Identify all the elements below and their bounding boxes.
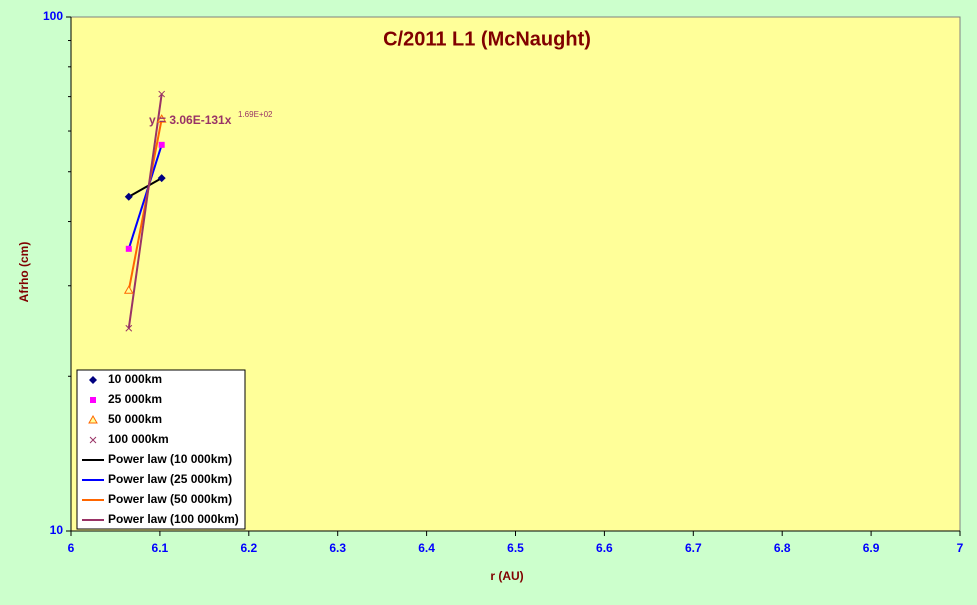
- legend-label: 100 000km: [108, 432, 169, 446]
- trend-line: [127, 144, 163, 250]
- marker: [90, 397, 96, 403]
- legend-label: 10 000km: [108, 372, 162, 386]
- equation: y = 3.06E-131x: [149, 113, 232, 127]
- x-tick-label: 6.5: [507, 541, 524, 555]
- marker: [156, 114, 167, 123]
- marker: [124, 192, 133, 201]
- marker: [89, 376, 97, 384]
- y-tick-label: 10: [50, 523, 64, 537]
- marker: [157, 174, 166, 183]
- marker: [123, 285, 134, 294]
- legend-label: Power law (50 000km): [108, 492, 232, 506]
- equation-exponent: 1.69E+02: [238, 110, 273, 119]
- marker: [158, 90, 166, 98]
- legend-label: 50 000km: [108, 412, 162, 426]
- marker: [158, 141, 165, 148]
- x-tick-label: 6.4: [418, 541, 435, 555]
- legend-label: Power law (100 000km): [108, 512, 239, 526]
- legend-label: Power law (10 000km): [108, 452, 232, 466]
- marker: [88, 414, 98, 424]
- x-tick-label: 6.8: [774, 541, 791, 555]
- y-axis-label: Afrho (cm): [17, 242, 31, 303]
- x-tick-label: 6.1: [152, 541, 169, 555]
- legend: [76, 369, 246, 530]
- marker: [89, 436, 97, 444]
- x-tick-label: 6.3: [329, 541, 346, 555]
- marker: [125, 245, 132, 252]
- y-tick-label: 100: [43, 9, 63, 23]
- x-tick-label: 6.7: [685, 541, 702, 555]
- x-tick-label: 6: [68, 541, 75, 555]
- x-tick-label: 6.2: [240, 541, 257, 555]
- x-tick-label: 6.9: [863, 541, 880, 555]
- marker: [125, 324, 133, 332]
- trend-line: [128, 177, 163, 198]
- legend-label: Power law (25 000km): [108, 472, 232, 486]
- trend-line: [127, 93, 163, 329]
- x-axis-label: r (AU): [490, 569, 523, 583]
- x-tick-label: 7: [957, 541, 964, 555]
- legend-label: 25 000km: [108, 392, 162, 406]
- x-tick-label: 6.6: [596, 541, 613, 555]
- chart-title: C/2011 L1 (McNaught): [383, 28, 591, 50]
